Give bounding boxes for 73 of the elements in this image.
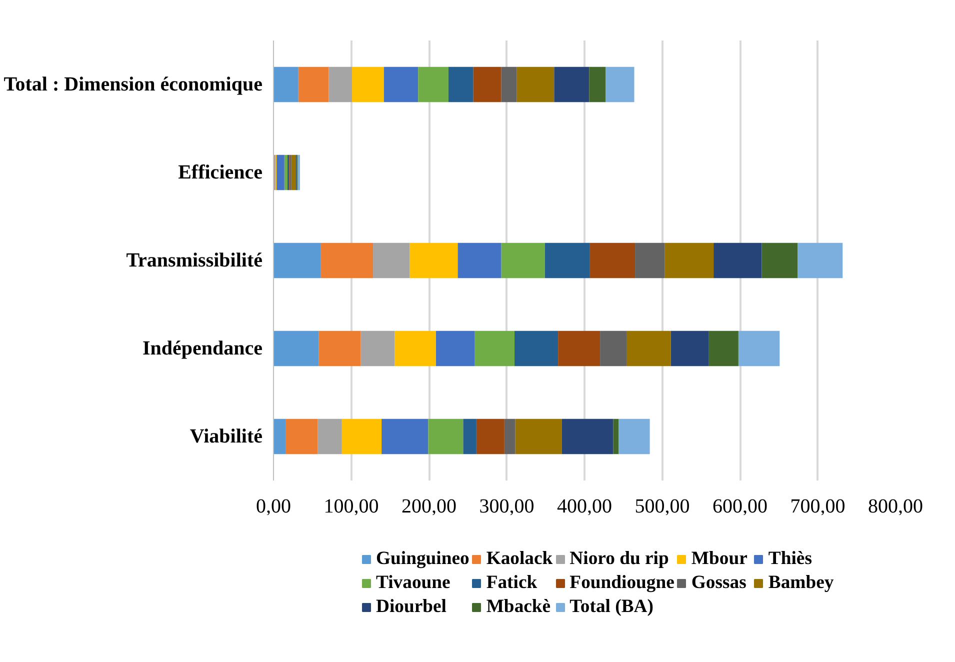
bar [276, 154, 284, 190]
bar [590, 242, 636, 278]
legend-label: Mbour [691, 548, 748, 570]
bar [298, 66, 329, 102]
bar [605, 66, 634, 102]
legend-label: Total (BA) [570, 596, 654, 618]
y-tick-label: Transmissibilité [126, 250, 263, 272]
bar [463, 418, 476, 454]
bar [291, 154, 296, 190]
bar [600, 330, 626, 366]
bar [418, 66, 448, 102]
bar [762, 242, 798, 278]
bar [501, 242, 545, 278]
bar [516, 66, 554, 102]
bar [635, 242, 665, 278]
y-tick-label: Indépendance [142, 338, 263, 360]
legend-label: Foundiougne [570, 572, 674, 594]
bar [613, 418, 619, 454]
bar [342, 418, 382, 454]
legend-label: Diourbel [376, 596, 446, 618]
legend-label: Gossas [691, 572, 748, 594]
bar [544, 242, 590, 278]
bar [384, 66, 418, 102]
bar [428, 418, 464, 454]
bar [274, 66, 298, 102]
legend-label: Fatick [486, 572, 538, 594]
legend-label: Mbackè [486, 596, 551, 618]
bar [626, 330, 671, 366]
bar [328, 66, 352, 102]
bar [352, 66, 384, 102]
bar [714, 242, 762, 278]
bar [394, 330, 436, 366]
y-tick-label: Viabilité [190, 426, 263, 448]
bar [562, 418, 614, 454]
bar [558, 330, 600, 366]
bar [458, 242, 502, 278]
legend-label: Guinguineo [376, 548, 470, 570]
bar [274, 418, 286, 454]
bar [436, 330, 475, 366]
bar [670, 330, 709, 366]
bar [382, 418, 428, 454]
bar [554, 66, 590, 102]
bar [318, 418, 342, 454]
y-tick-label: Efficience [178, 162, 263, 184]
legend-label: Kaolack [486, 548, 553, 570]
bar [515, 418, 562, 454]
legend-label: Tivaoune [376, 572, 450, 594]
bar [448, 66, 474, 102]
bar [474, 330, 515, 366]
bar [318, 330, 361, 366]
bar [360, 330, 395, 366]
legend-label: Thiès [768, 548, 813, 570]
bar [738, 330, 780, 366]
bar [514, 330, 558, 366]
bar [664, 242, 714, 278]
bar [589, 66, 606, 102]
bar [284, 154, 288, 190]
bar [274, 242, 321, 278]
bar [473, 66, 502, 102]
y-tick-label: Total : Dimension économique [4, 74, 263, 96]
bar [501, 66, 517, 102]
bar [274, 330, 319, 366]
bar [504, 418, 516, 454]
legend-label: Bambey [768, 572, 834, 594]
bar [373, 242, 410, 278]
bar [286, 418, 318, 454]
bar [320, 242, 374, 278]
bar [410, 242, 458, 278]
legend-label: Nioro du rip [570, 548, 669, 570]
bar [618, 418, 650, 454]
bar [476, 418, 504, 454]
bar [708, 330, 738, 366]
bar [798, 242, 843, 278]
